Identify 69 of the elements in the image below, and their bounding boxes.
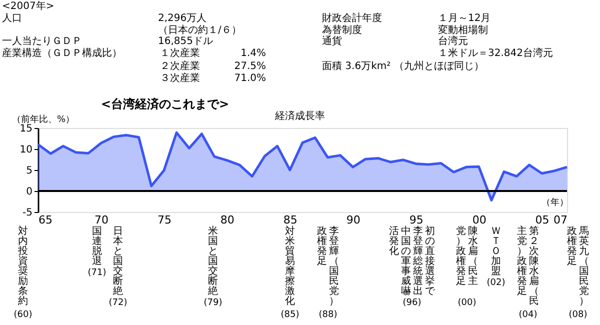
text: 中国の軍事威嚇 — [401, 225, 411, 297]
y-tick-label: 10 — [20, 144, 32, 156]
text: 財政会計年度 — [322, 12, 382, 24]
x-tick-label: 65 — [38, 214, 52, 226]
chart-title: <台湾経済のこれまで> — [100, 97, 230, 111]
y-axis-title: （前年比、%） — [12, 114, 75, 125]
text: 陳水扁（民主 — [468, 225, 478, 287]
text: ３次産業 — [160, 72, 200, 84]
text: １次産業 — [160, 47, 200, 59]
text: <2007年> — [2, 0, 54, 12]
x-tick-label: 75 — [157, 214, 172, 226]
text: 国連脱退 — [92, 226, 102, 267]
text: 初の直接選挙で — [425, 225, 436, 297]
x-tick-label: 70 — [94, 214, 108, 226]
text: (08) — [568, 310, 588, 320]
text: (96) — [402, 298, 422, 308]
text: 対米貿易摩擦激化 — [285, 225, 295, 307]
text: (60) — [14, 310, 32, 320]
text: 米国と国交断絶 — [207, 225, 218, 297]
x-tick-label: 05 — [535, 214, 550, 226]
text: 71.0% — [234, 73, 266, 84]
text: 変動相場制 — [438, 24, 488, 36]
text: (88) — [318, 310, 338, 320]
text: ２次産業 — [160, 60, 200, 72]
text: 活発化 — [389, 225, 399, 257]
text: １米ドル＝32.842台湾元 — [438, 47, 553, 59]
text: 一人当たりＧＤＰ — [2, 35, 82, 47]
text: １月～12月 — [438, 13, 491, 24]
y-tick-label: 15 — [20, 124, 32, 134]
text: 16,855ドル — [158, 36, 213, 47]
text: 第２次陳水扁（民 — [529, 225, 539, 307]
text: (85) — [280, 310, 300, 320]
x-tick-label: 80 — [220, 214, 234, 226]
x-axis-title: （年） — [542, 197, 568, 208]
text: 為替制度 — [322, 24, 362, 36]
text: 政権発足 — [317, 226, 327, 267]
text: 通貨 — [322, 35, 342, 47]
text: 党）政権発足 — [456, 225, 466, 287]
text: 対内投資奨励条約 — [17, 225, 28, 307]
text: 主党）政権発足 — [517, 225, 527, 297]
y-tick-label: -5 — [22, 208, 32, 218]
y-tick-label: 0 — [26, 186, 32, 198]
text: 1.4% — [240, 48, 266, 59]
text: （日本の約１/６） — [158, 24, 242, 36]
x-tick-label: 00 — [472, 214, 486, 226]
text: 人口 — [2, 13, 22, 24]
text: (71) — [88, 268, 106, 278]
text: 面積 3.6万km² （九州とほぼ同じ） — [322, 60, 484, 72]
x-tick-label: 95 — [409, 214, 424, 226]
x-tick-label: 85 — [283, 214, 298, 226]
text: (02) — [486, 278, 506, 288]
text: 馬英九（国民党） — [578, 226, 589, 307]
text: (79) — [204, 298, 222, 308]
text: 台湾元 — [438, 35, 468, 47]
text: 政権発足 — [567, 226, 577, 267]
text: 李登輝総統選出 — [412, 225, 423, 297]
x-tick-label: 07 — [554, 214, 568, 226]
text: ＷＴＯ加盟 — [491, 226, 501, 277]
text: 2,296万人 — [158, 13, 207, 24]
text: (04) — [518, 310, 538, 320]
text: (72) — [108, 298, 128, 308]
chart-subtitle: 経済成長率 — [274, 110, 325, 122]
text: 李登輝（国民党） — [329, 225, 339, 307]
text: 日本と国交断絶 — [112, 226, 123, 297]
text: 27.5% — [234, 61, 266, 72]
y-tick-label: 5 — [26, 166, 32, 176]
x-tick-label: 90 — [346, 214, 360, 226]
text: 産業構造（ＧＤＰ構成比） — [2, 47, 122, 59]
text: (00) — [458, 298, 476, 308]
